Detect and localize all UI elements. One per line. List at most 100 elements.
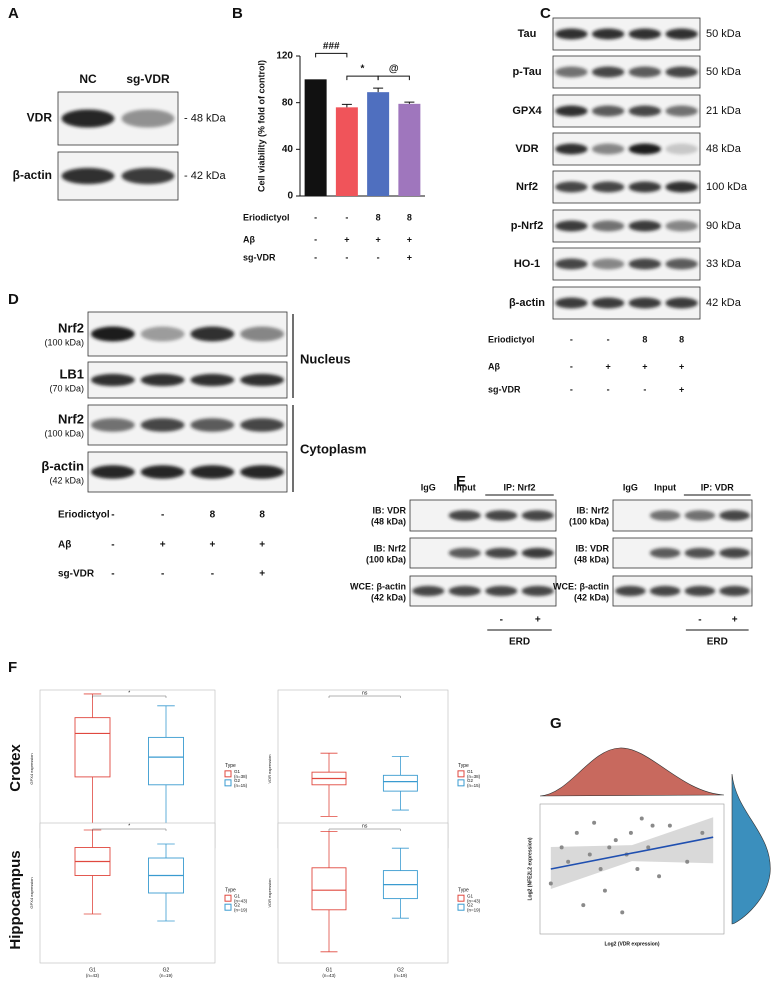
fit-line [550,836,714,870]
band [121,109,175,128]
legend-label: G2 [234,902,241,907]
significance-bracket [377,75,410,81]
band [591,181,625,193]
panel-label: G [550,715,562,732]
error-bar [341,103,352,108]
bar [398,103,421,196]
band [591,297,625,309]
condition-value: - [111,510,114,521]
protein-label: β-actin [509,297,545,309]
band [591,105,625,117]
band [190,465,235,479]
protein-label: Nrf2 [58,411,84,426]
bar [367,92,390,196]
point [667,823,672,828]
x-tick-count: (n=19) [394,973,408,978]
band [684,585,716,597]
legend-title: Type [225,888,236,894]
significance-label: @ [389,64,399,75]
fraction-label: Nucleus [300,351,351,366]
y-axis-label: Cell viability (% fold of control) [256,60,266,192]
box [148,736,184,786]
band [649,510,681,521]
significance-bracket [328,695,401,698]
significance-bracket [315,52,348,58]
size-label: (100 kDa) [44,428,84,438]
point [635,867,640,871]
panel-label: A [8,5,19,22]
y-tick-label: 40 [282,144,294,155]
fraction-label: Cytoplasm [300,441,366,456]
plot-frame [39,689,216,849]
protein-label: p-Nrf2 [511,220,543,232]
y-axis-label: Log2 (NFE2L2 expression) [527,837,533,900]
lane-label: IgG [623,482,638,492]
lane-label: IP: VDR [701,482,735,492]
treatment-value: - [698,615,701,626]
lane-label: IgG [421,482,436,492]
plot-frame [277,689,449,849]
size-label: 33 kDa [706,258,742,270]
legend-title: Type [225,763,236,769]
whisker-cap [391,847,409,919]
point [646,845,651,850]
point [602,888,607,893]
band [448,547,481,559]
band [719,510,750,521]
box [311,867,347,911]
condition-value: - [111,540,114,551]
condition-value: 8 [210,510,216,521]
protein-label: GPX4 [512,105,542,117]
point [574,830,579,835]
band [555,220,588,232]
condition-value: 8 [259,510,265,521]
point [548,881,553,886]
condition-value: - [377,252,380,262]
condition-value: + [344,234,349,244]
significance-label: ns [362,823,368,829]
condition-value: - [345,212,348,222]
band [591,28,625,40]
legend-label: G2 [467,778,474,783]
x-tick-count: (n=43) [322,973,336,978]
band [649,585,681,597]
band [448,510,481,521]
condition-value: - [314,252,317,262]
protein-label: Nrf2 [58,320,84,335]
band [628,220,662,232]
condition-value: + [160,540,166,551]
legend-count: (n=19) [467,907,481,912]
probe-label: WCE: β-actin [350,581,406,591]
treatment-value: + [732,615,738,626]
condition-label: Aβ [243,234,255,244]
bar [335,107,358,196]
condition-value: + [679,384,684,394]
legend-swatch [224,894,232,902]
size-label: (48 kDa) [371,516,406,526]
treatment-label: ERD [509,637,530,648]
size-label: 21 kDa [706,105,742,117]
band [628,66,662,78]
size-label: 50 kDa [706,66,742,78]
size-label: - 42 kDa [184,170,226,182]
condition-label: Eriodictyol [488,334,535,344]
legend-swatch [224,779,232,787]
condition-value: - [607,384,610,394]
band [61,167,115,185]
lane-label: sg-VDR [126,72,170,86]
x-tick-label: G2 [163,967,170,973]
point [607,845,612,850]
x-tick-label: G2 [397,967,404,973]
band [649,547,681,559]
band [628,181,662,193]
x-axis-label: Log2 (VDR expression) [604,941,659,947]
size-label: 42 kDa [706,297,742,309]
legend-count: (n=15) [467,783,481,788]
legend-label: G2 [234,778,241,783]
size-label: - 48 kDa [184,112,226,124]
condition-value: + [605,361,610,371]
legend-count: (n=19) [234,907,248,912]
condition-value: - [643,384,646,394]
plot-frame [277,822,449,964]
